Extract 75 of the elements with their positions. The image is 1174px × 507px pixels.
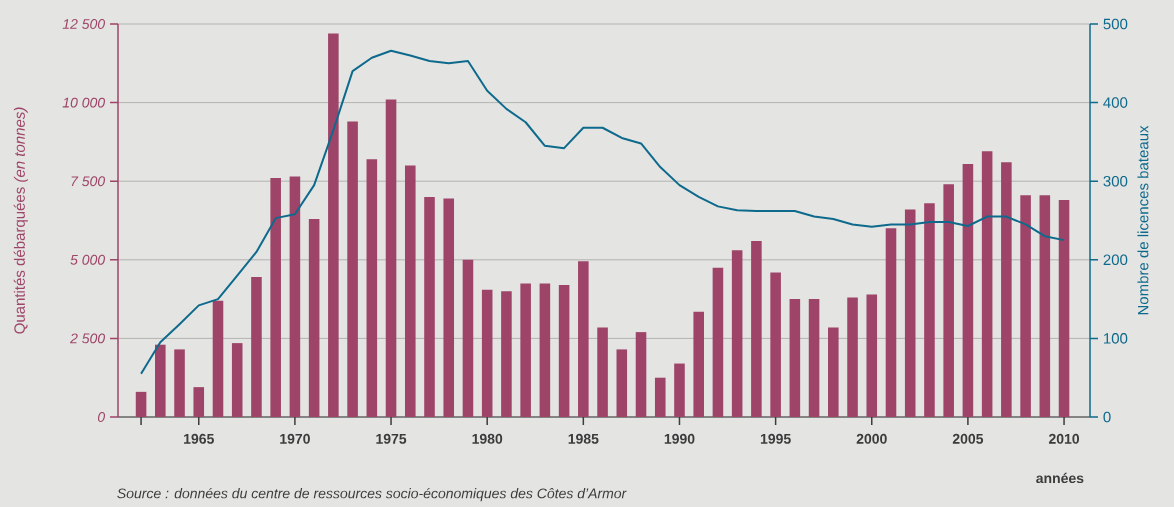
x-tick-label: 2005 bbox=[952, 433, 984, 444]
bar bbox=[135, 391, 147, 417]
y2-tick-label: 0 bbox=[1103, 411, 1111, 423]
bar bbox=[712, 267, 724, 417]
bar bbox=[828, 327, 839, 417]
x-tick-label: 1965 bbox=[184, 433, 214, 444]
bar bbox=[193, 387, 205, 417]
bar bbox=[443, 198, 455, 417]
y-tick-label: 2 500 bbox=[70, 333, 105, 344]
bar bbox=[904, 209, 916, 417]
bar bbox=[635, 332, 647, 417]
bar bbox=[1039, 195, 1051, 417]
bar bbox=[731, 250, 743, 417]
x-axis-title: années bbox=[1036, 472, 1084, 484]
bar bbox=[174, 349, 185, 417]
y2-tick-label: 300 bbox=[1103, 175, 1128, 187]
bar bbox=[654, 377, 666, 417]
bar bbox=[481, 289, 493, 417]
bar bbox=[501, 291, 512, 417]
bar bbox=[962, 163, 974, 417]
bar bbox=[1058, 200, 1070, 417]
bar bbox=[924, 203, 935, 417]
bar bbox=[404, 165, 416, 417]
bar bbox=[789, 299, 801, 417]
y-tick-label: 12 500 bbox=[62, 19, 105, 29]
y-tick-label: 7 500 bbox=[71, 176, 105, 187]
bar bbox=[520, 283, 531, 417]
y-tick-label: 10 000 bbox=[62, 97, 105, 108]
bar bbox=[155, 344, 166, 417]
bar bbox=[616, 349, 628, 417]
y2-tick-label: 500 bbox=[1103, 18, 1128, 30]
x-tick-label: 1980 bbox=[472, 433, 503, 444]
bar bbox=[866, 294, 878, 417]
y2-tick-label: 200 bbox=[1103, 254, 1128, 266]
y-tick-label: 5 000 bbox=[70, 254, 105, 265]
y2-tick-label: 100 bbox=[1104, 333, 1128, 344]
bar bbox=[597, 327, 608, 417]
x-tick-label: 2000 bbox=[856, 433, 887, 444]
bar bbox=[578, 261, 589, 417]
bar bbox=[308, 218, 320, 417]
bar bbox=[808, 299, 820, 417]
y2-tick-label: 400 bbox=[1103, 97, 1128, 108]
x-tick-label: 1970 bbox=[280, 433, 310, 444]
x-tick-label: 1985 bbox=[568, 433, 599, 444]
bar bbox=[751, 240, 762, 417]
bar bbox=[770, 272, 781, 417]
x-tick-label: 2010 bbox=[1048, 433, 1080, 444]
y2-axis-title: Nombre de licences bateaux bbox=[1137, 125, 1149, 315]
bar bbox=[539, 283, 551, 417]
x-tick-label: 1975 bbox=[376, 433, 407, 444]
bar bbox=[847, 297, 858, 417]
bar bbox=[251, 277, 262, 417]
bar bbox=[558, 284, 570, 417]
bar bbox=[231, 343, 243, 417]
bar bbox=[366, 159, 378, 417]
bar bbox=[693, 311, 704, 417]
x-tick-label: 1990 bbox=[664, 433, 695, 444]
bar bbox=[385, 99, 397, 417]
x-tick-label: 1995 bbox=[760, 433, 791, 444]
source-note: Source : données du centre de ressources socio-économiques des Côtes d’Armor bbox=[117, 487, 627, 502]
bar bbox=[462, 259, 474, 417]
bar bbox=[328, 33, 339, 417]
bar bbox=[424, 196, 435, 417]
y-tick-label: 0 bbox=[97, 412, 106, 422]
bar bbox=[1001, 162, 1012, 417]
bar bbox=[270, 178, 281, 417]
y-axis-title: Quantités débarquées (en tonnes) bbox=[13, 107, 28, 334]
bar bbox=[1020, 195, 1031, 417]
bar bbox=[212, 300, 224, 417]
bar bbox=[347, 121, 358, 417]
bar bbox=[943, 184, 954, 417]
bar bbox=[674, 363, 685, 417]
bar bbox=[885, 228, 897, 417]
bar bbox=[289, 176, 301, 417]
bar bbox=[981, 151, 993, 417]
